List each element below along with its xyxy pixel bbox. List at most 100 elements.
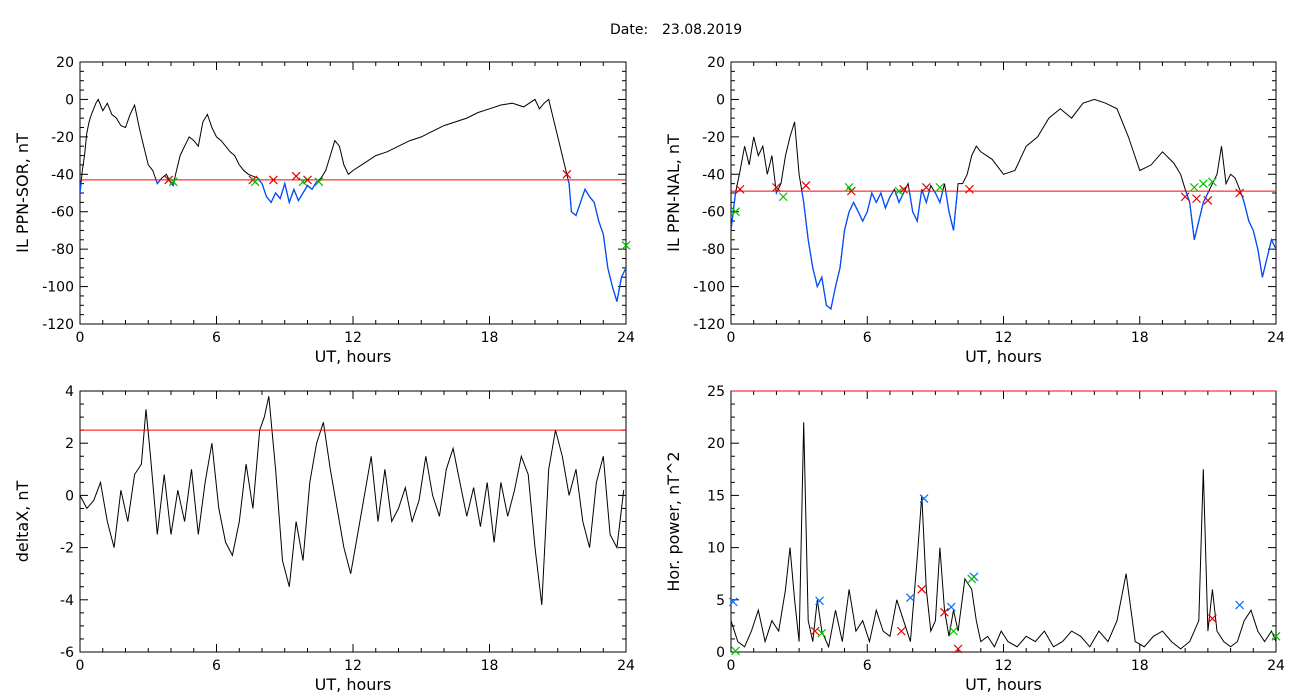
marker-x-green	[967, 574, 977, 584]
marker-x-red	[735, 184, 745, 194]
marker-x-green	[1207, 177, 1217, 187]
marker-x-green	[1198, 179, 1208, 189]
y-tick-label: -120	[42, 317, 74, 333]
marker-x-red	[1192, 194, 1201, 204]
marker-x-blue	[905, 593, 915, 603]
x-tick-label: 24	[1267, 330, 1285, 346]
y-tick-label: 5	[716, 593, 725, 609]
date-label: Date:	[610, 22, 648, 38]
marker-x-red	[1180, 192, 1190, 202]
x-axis-label: UT, hours	[965, 347, 1042, 366]
marker-x-green	[949, 626, 958, 636]
x-tick-label: 0	[76, 330, 85, 346]
y-tick-label: -80	[51, 242, 74, 258]
y-tick-label: 0	[65, 92, 74, 108]
x-tick-label: 12	[344, 658, 362, 674]
plot-frame	[79, 61, 627, 325]
x-tick-label: 18	[481, 330, 499, 346]
y-tick-label: -2	[60, 541, 74, 557]
x-tick-label: 12	[995, 658, 1013, 674]
y-tick-label: -20	[702, 130, 725, 146]
y-tick-label: -100	[42, 280, 74, 296]
marker-x-red	[562, 169, 572, 179]
marker-x-red	[940, 607, 949, 617]
marker-x-green	[778, 192, 788, 202]
marker-x-blue	[919, 494, 929, 503]
x-tick-label: 18	[1131, 658, 1149, 674]
plot-frame	[730, 61, 1277, 325]
marker-x-green	[817, 628, 827, 638]
marker-x-green	[1271, 631, 1281, 641]
y-tick-label: 15	[707, 488, 725, 504]
date-value: 23.08.2019	[662, 22, 742, 38]
panel-1: 0 6 12 18 24 -120 -100 -80 -60 -40 -20 0 20 UT, hours…	[13, 55, 635, 366]
y-tick-label: -80	[702, 242, 725, 258]
x-axis-label: UT, hours	[965, 675, 1042, 694]
marker-x-green	[731, 646, 740, 656]
x-axis-label: UT, hours	[315, 347, 392, 366]
marker-x-blue	[728, 597, 738, 607]
marker-x-red	[268, 175, 278, 185]
panel-2: 0 6 12 18 24 -120 -100 -80 -60 -40 -20 0 20 UT, hours…	[664, 55, 1285, 366]
y-tick-label: 10	[707, 541, 725, 557]
marker-x-green	[298, 177, 308, 187]
y-tick-label: -60	[702, 205, 725, 221]
y-tick-label: 20	[707, 55, 725, 71]
marker-x-blue	[815, 596, 824, 606]
x-tick-label: 18	[481, 658, 499, 674]
x-tick-label: 6	[863, 658, 872, 674]
y-tick-label: 20	[56, 55, 74, 71]
y-tick-label: -40	[51, 167, 74, 183]
marker-x-blue	[946, 602, 956, 612]
y-tick-label: 25	[707, 384, 725, 400]
x-tick-label: 12	[344, 330, 362, 346]
x-tick-label: 18	[1131, 330, 1149, 346]
x-tick-label: 24	[617, 330, 635, 346]
y-axis-label: IL PPN-NAL, nT	[664, 134, 683, 252]
x-tick-label: 6	[863, 330, 872, 346]
marker-x-green	[250, 177, 260, 187]
marker-x-green	[621, 240, 631, 250]
y-axis-label: Hor. power, nT^2	[664, 451, 683, 591]
x-tick-label: 24	[1267, 658, 1285, 674]
marker-x-red	[1207, 614, 1217, 624]
y-tick-label: -20	[51, 130, 74, 146]
marker-x-green	[731, 207, 740, 217]
marker-x-red	[291, 171, 301, 181]
y-tick-label: 0	[716, 645, 725, 661]
series-line-below-threshold	[80, 179, 626, 302]
x-tick-label: 6	[212, 658, 221, 674]
y-tick-label: -60	[51, 205, 74, 221]
marker-x-red	[801, 181, 811, 190]
series-line	[80, 98, 626, 302]
y-tick-label: -100	[693, 280, 725, 296]
marker-x-green	[1189, 182, 1199, 192]
series-line	[731, 422, 1276, 650]
y-tick-label: 2	[65, 436, 74, 452]
marker-x-red	[899, 184, 909, 194]
marker-x-red	[164, 175, 174, 185]
y-axis-label: deltaX, nT	[13, 480, 32, 562]
y-tick-label: -40	[702, 167, 725, 183]
y-tick-label: -4	[60, 593, 74, 609]
marker-x-green	[894, 186, 904, 196]
marker-x-green	[314, 177, 324, 187]
marker-x-red	[771, 182, 781, 192]
x-tick-label: 6	[212, 330, 221, 346]
x-tick-label: 0	[76, 658, 85, 674]
series-line-below-threshold	[731, 191, 1276, 311]
x-tick-label: 12	[995, 330, 1013, 346]
marker-x-blue	[1235, 600, 1245, 610]
y-tick-label: 4	[65, 384, 74, 400]
marker-x-red	[810, 626, 820, 636]
marker-x-red	[303, 175, 312, 185]
marker-x-green	[935, 182, 945, 192]
marker-x-red	[896, 626, 906, 636]
y-tick-label: 20	[707, 436, 725, 452]
x-axis-label: UT, hours	[315, 675, 392, 694]
marker-x-red	[921, 182, 931, 192]
x-tick-label: 24	[617, 658, 635, 674]
